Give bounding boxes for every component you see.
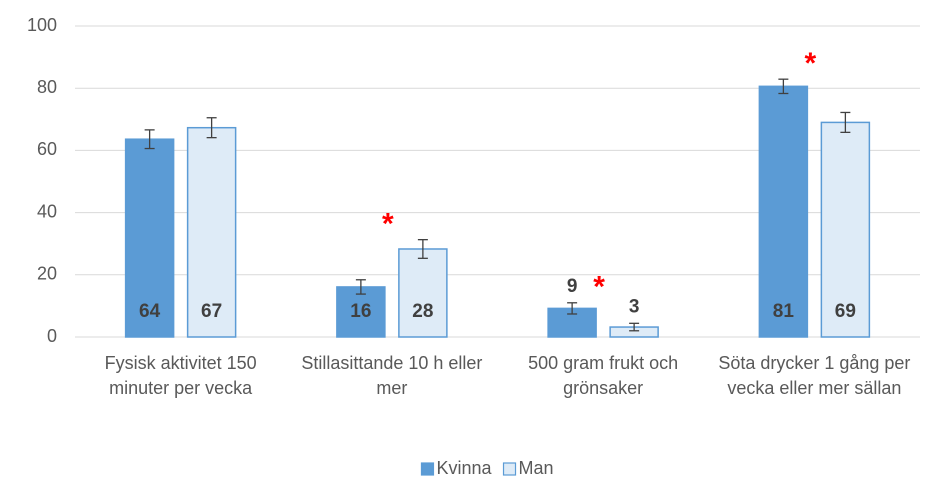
- error-bar: [417, 239, 428, 259]
- x-tick-line: minuter per vecka: [109, 378, 253, 398]
- bar: [758, 85, 809, 338]
- x-tick-line: Stillasittande 10 h eller: [301, 353, 482, 373]
- bar: [398, 248, 448, 338]
- legend: Kvinna Man: [420, 458, 554, 478]
- data-label: 16: [350, 301, 371, 322]
- error-bar: [567, 302, 578, 315]
- bar: [820, 121, 871, 338]
- legend-item: Kvinna: [420, 458, 492, 478]
- x-tick-line: 500 gram frukt och: [528, 353, 678, 373]
- data-label: 9: [567, 276, 578, 297]
- significance-marker: *: [382, 208, 394, 241]
- legend-label: Kvinna: [436, 458, 492, 478]
- error-bar: [629, 322, 640, 332]
- significance-marker: *: [593, 271, 605, 304]
- legend-label: Man: [519, 458, 554, 478]
- error-bar: [778, 78, 789, 95]
- x-tick-line: mer: [376, 378, 407, 398]
- legend-item: Man: [502, 458, 554, 478]
- y-tick-label: 60: [37, 139, 57, 159]
- legend-swatch: [502, 462, 517, 476]
- y-tick-label: 40: [37, 201, 57, 221]
- x-tick-label: 500 gram frukt och grönsaker: [528, 353, 678, 398]
- significance-marker: *: [805, 47, 817, 80]
- y-tick-label: 80: [37, 77, 57, 97]
- y-tick-label: 100: [27, 15, 57, 35]
- error-bar: [840, 111, 851, 134]
- y-tick-label: 20: [37, 264, 57, 284]
- legend-swatch: [420, 462, 435, 476]
- data-label: 28: [412, 301, 433, 322]
- x-tick-line: grönsaker: [563, 378, 643, 398]
- bar: [124, 138, 175, 338]
- data-label: 81: [773, 301, 795, 322]
- error-bar: [206, 117, 217, 139]
- x-tick-label: Stillasittande 10 h eller mer: [301, 353, 482, 398]
- data-label: 69: [835, 301, 856, 322]
- bar: [186, 126, 237, 338]
- y-tick-label: 0: [47, 326, 57, 346]
- data-label: 67: [201, 301, 222, 322]
- error-bar: [144, 129, 155, 150]
- error-bar: [355, 279, 366, 295]
- x-tick-line: vecka eller mer sällan: [727, 378, 901, 398]
- data-label: 64: [139, 301, 161, 322]
- x-tick-label: Söta drycker 1 gång per vecka eller mer s…: [718, 353, 910, 398]
- x-tick-line: Söta drycker 1 gång per: [718, 353, 910, 373]
- x-tick-line: Fysisk aktivitet 150: [105, 353, 257, 373]
- data-label: 3: [629, 296, 640, 317]
- x-tick-label: Fysisk aktivitet 150 minuter per vecka: [105, 353, 257, 398]
